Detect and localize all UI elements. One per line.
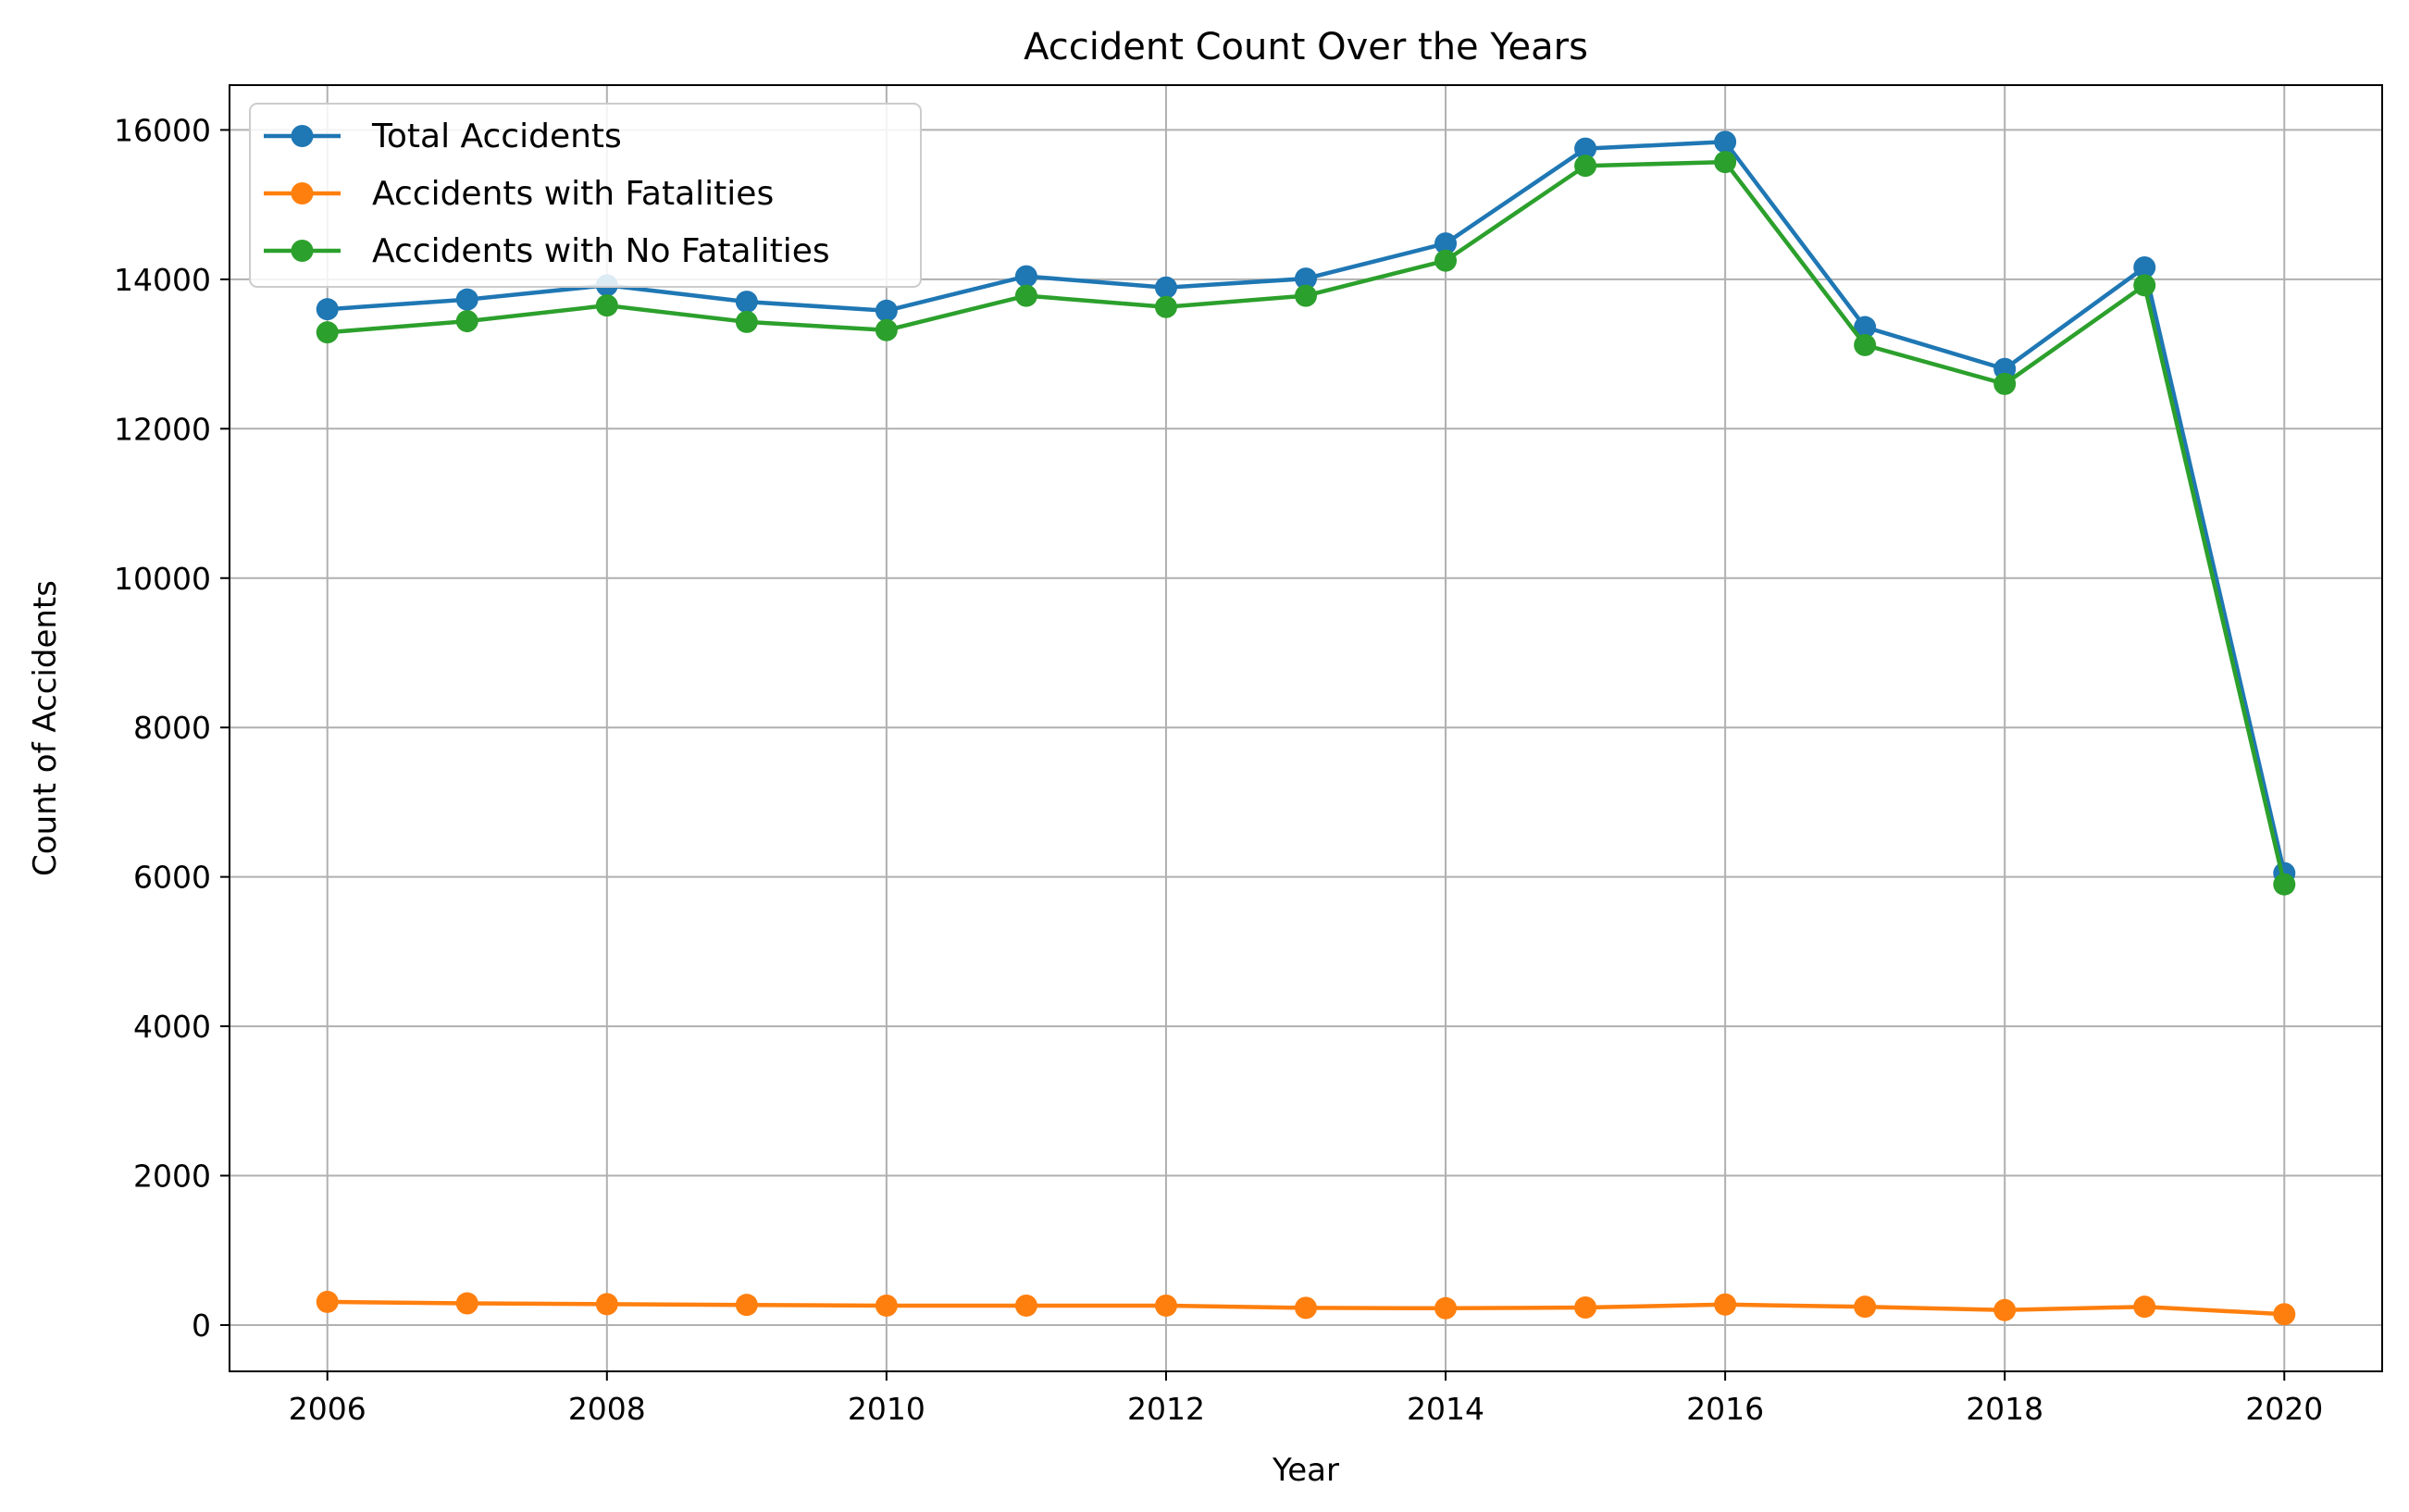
y-tick-label: 16000 xyxy=(114,112,211,148)
y-tick-label: 10000 xyxy=(114,561,211,597)
legend: Total Accidents Accidents with Fatalities… xyxy=(249,103,922,288)
legend-swatch-marker xyxy=(291,125,314,147)
x-tick-label: 2014 xyxy=(1407,1391,1484,1427)
y-tick-label: 8000 xyxy=(133,710,211,746)
data-point xyxy=(735,1294,758,1317)
data-point xyxy=(1574,155,1597,178)
data-point xyxy=(875,299,898,322)
data-point xyxy=(1295,284,1317,307)
data-point xyxy=(1854,333,1877,356)
data-point xyxy=(1295,1296,1317,1320)
legend-swatch-marker xyxy=(291,240,314,262)
data-point xyxy=(455,310,478,333)
data-point xyxy=(455,288,478,311)
legend-entries: Total Accidents Accidents with Fatalities… xyxy=(264,118,830,270)
data-point xyxy=(1434,1296,1458,1320)
data-point xyxy=(2133,1295,2156,1319)
data-point xyxy=(1854,1295,1877,1319)
data-point xyxy=(1993,1298,2017,1321)
data-point xyxy=(1295,267,1317,291)
x-axis-ticks: 2006 2008 2010 2012 2014 2016 2018 2020 xyxy=(289,1371,2323,1427)
data-point xyxy=(1014,1294,1037,1317)
x-tick-label: 2006 xyxy=(289,1391,366,1427)
data-point xyxy=(1154,276,1177,299)
y-tick-label: 6000 xyxy=(133,860,211,896)
legend-box xyxy=(249,103,922,288)
y-tick-label: 4000 xyxy=(133,1009,211,1045)
data-point xyxy=(1714,130,1737,154)
data-point xyxy=(2133,255,2156,279)
data-point xyxy=(595,1293,618,1316)
series-accidents-with-fatalities xyxy=(316,1290,2296,1326)
data-point xyxy=(1854,316,1877,339)
y-tick-label: 0 xyxy=(192,1308,211,1344)
y-axis-label: Count of Accidents xyxy=(27,580,64,876)
data-point xyxy=(1714,151,1737,174)
data-point xyxy=(1574,1295,1597,1319)
data-point xyxy=(316,321,339,344)
chart-title: Accident Count Over the Years xyxy=(1024,26,1588,68)
x-tick-label: 2018 xyxy=(1966,1391,2043,1427)
data-point xyxy=(316,298,339,321)
data-point xyxy=(1014,265,1037,288)
x-tick-label: 2008 xyxy=(568,1391,646,1427)
data-point xyxy=(735,291,758,314)
legend-swatch-marker xyxy=(291,182,314,204)
data-point xyxy=(1993,372,2017,395)
data-point xyxy=(875,1294,898,1317)
x-tick-label: 2020 xyxy=(2245,1391,2323,1427)
data-point xyxy=(735,310,758,333)
data-point xyxy=(1154,295,1177,318)
data-point xyxy=(1574,137,1597,160)
y-tick-label: 12000 xyxy=(114,411,211,447)
data-point xyxy=(2273,873,2296,896)
data-point xyxy=(1014,284,1037,307)
data-point xyxy=(455,1292,478,1315)
legend-label: Total Accidents xyxy=(371,118,622,155)
y-tick-label: 14000 xyxy=(114,262,211,298)
data-point xyxy=(875,318,898,341)
series-layer xyxy=(316,130,2296,1326)
x-tick-label: 2010 xyxy=(848,1391,925,1427)
y-axis-ticks: 0 2000 4000 6000 8000 10000 12000 14000 16000 xyxy=(114,112,230,1344)
grid-layer xyxy=(230,85,2382,1371)
data-point xyxy=(316,1290,339,1313)
y-tick-label: 2000 xyxy=(133,1159,211,1195)
data-point xyxy=(595,294,618,317)
data-point xyxy=(2133,274,2156,297)
x-tick-label: 2016 xyxy=(1686,1391,1764,1427)
legend-label: Accidents with Fatalities xyxy=(372,175,774,213)
x-tick-label: 2012 xyxy=(1127,1391,1205,1427)
data-point xyxy=(1154,1294,1177,1317)
data-point xyxy=(2273,1303,2296,1326)
x-axis-label: Year xyxy=(1272,1452,1339,1489)
series-accidents-with-no-fatalities xyxy=(316,151,2296,896)
legend-label: Accidents with No Fatalities xyxy=(372,232,830,270)
data-point xyxy=(1434,249,1458,272)
data-point xyxy=(1714,1293,1737,1316)
data-point xyxy=(1434,232,1458,255)
